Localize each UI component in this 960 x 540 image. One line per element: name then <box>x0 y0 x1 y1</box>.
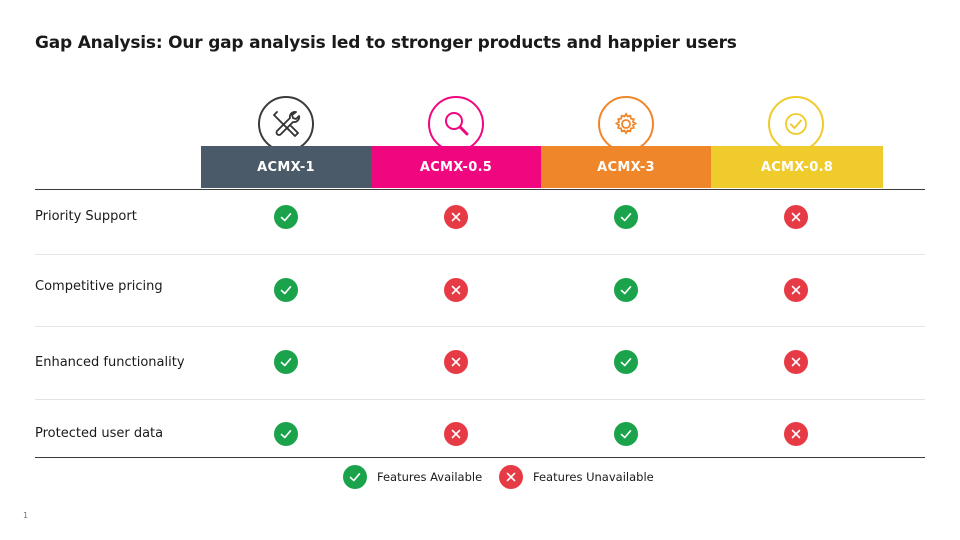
legend-available: Features Available <box>343 465 482 489</box>
check-badge-icon <box>768 96 824 152</box>
cross-icon <box>784 350 808 374</box>
column-header-acmx-0-8: ACMX-0.8 <box>711 96 883 188</box>
column-label: ACMX-0.8 <box>711 146 883 188</box>
cross-icon <box>784 205 808 229</box>
row-label-priority-support: Priority Support <box>35 209 137 224</box>
check-icon <box>614 278 638 302</box>
cross-icon <box>784 422 808 446</box>
row-label-protected-user-data: Protected user data <box>35 426 164 441</box>
row-label-enhanced-functionality: Enhanced functionality <box>35 355 185 370</box>
cross-icon <box>499 465 523 489</box>
check-icon <box>274 350 298 374</box>
column-header-acmx-1: ACMX-1 <box>201 96 371 188</box>
cross-icon <box>444 205 468 229</box>
check-icon <box>274 205 298 229</box>
check-icon <box>614 350 638 374</box>
table-bottom-rule <box>35 457 925 458</box>
legend-unavailable-label: Features Unavailable <box>533 470 654 484</box>
page-title: Gap Analysis: Our gap analysis led to st… <box>35 33 737 53</box>
check-icon <box>343 465 367 489</box>
cross-icon <box>784 278 808 302</box>
legend-unavailable: Features Unavailable <box>499 465 654 489</box>
check-icon <box>614 205 638 229</box>
column-label: ACMX-1 <box>201 146 371 188</box>
row-divider <box>35 254 925 255</box>
column-label: ACMX-0.5 <box>371 146 541 188</box>
cross-icon <box>444 278 468 302</box>
check-icon <box>614 422 638 446</box>
legend-available-label: Features Available <box>377 470 483 484</box>
column-header-acmx-3: ACMX-3 <box>541 96 711 188</box>
column-header-acmx-0-5: ACMX-0.5 <box>371 96 541 188</box>
column-label: ACMX-3 <box>541 146 711 188</box>
page-number: 1 <box>23 511 29 520</box>
row-divider <box>35 399 925 400</box>
cross-icon <box>444 422 468 446</box>
check-icon <box>274 422 298 446</box>
row-label-competitive-pricing: Competitive pricing <box>35 279 163 294</box>
magnifier-icon <box>428 96 484 152</box>
table-top-rule <box>35 189 925 190</box>
tools-icon <box>258 96 314 152</box>
gear-icon <box>598 96 654 152</box>
cross-icon <box>444 350 468 374</box>
row-divider <box>35 326 925 327</box>
check-icon <box>274 278 298 302</box>
